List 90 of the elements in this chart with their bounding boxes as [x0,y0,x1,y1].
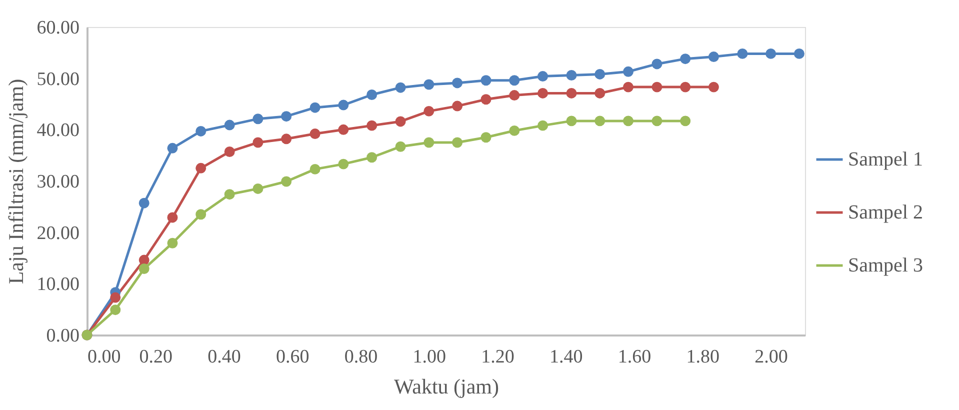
point [594,88,606,98]
point [110,304,121,316]
point [224,189,235,200]
point [424,106,434,116]
point [110,292,121,303]
point [281,176,292,187]
x-tick-label: 0.80 [344,346,378,368]
point [566,116,577,126]
x-tick-label: 1.80 [686,346,720,368]
point [708,82,719,92]
point [196,209,206,220]
point [281,111,292,122]
point [708,52,719,62]
point [338,124,349,135]
x-tick-label: 0.40 [208,346,241,368]
x-tick-label: 2.00 [754,346,788,368]
point [167,142,178,154]
x-tick-label: 0.60 [276,346,310,368]
point [366,120,378,131]
y-axis-title: Laju Infiltrasi (mm/jam) [4,78,28,284]
point [538,88,548,98]
x-axis-title: Waktu (jam) [394,374,500,398]
point [652,82,662,92]
point [680,54,691,64]
y-tick-label: 50.00 [36,68,80,90]
point [766,48,776,59]
point [310,164,320,174]
point [224,146,235,157]
y-tick-label: 10.00 [36,274,80,296]
point [281,134,292,144]
point [622,66,634,77]
point [480,94,492,105]
point [509,125,520,136]
y-tick-label: 40.00 [36,120,80,142]
point [138,264,150,274]
x-tick-label: 1.60 [618,346,652,368]
point [395,82,406,93]
point [138,198,150,208]
point [252,183,264,194]
point [366,90,378,100]
point [538,71,548,82]
point [480,132,492,143]
point [594,116,606,126]
point [566,88,577,98]
point [138,254,150,266]
point [538,120,548,131]
point [395,141,406,152]
point [252,114,264,124]
point [167,212,178,223]
x-tick-label: 1.20 [481,346,514,368]
point [452,78,463,88]
legend-label: Sampel 3 [848,254,923,276]
point [509,90,520,101]
y-tick-label: 60.00 [36,18,80,38]
point [794,48,804,59]
point [338,100,349,110]
legend-label: Sampel 1 [848,148,923,170]
point [452,100,463,112]
point [566,70,577,80]
x-tick-label: 1.00 [412,346,446,368]
x-tick-label: 0.00 [88,346,121,368]
point [366,152,378,163]
point [252,137,264,148]
point [652,116,662,126]
point [310,128,320,140]
point [310,102,320,113]
point [594,68,606,80]
point [395,116,406,127]
legend-label: Sampel 2 [848,202,923,224]
y-tick-label: 30.00 [36,172,80,192]
y-tick-label: 20.00 [36,222,80,244]
point [196,162,206,174]
point [509,75,520,86]
y-tick-label: 0.00 [46,326,80,346]
point [680,82,691,92]
point [196,126,206,136]
point [480,75,492,86]
point [424,79,434,90]
point [622,82,634,92]
point [224,120,235,130]
point [737,48,748,59]
x-tick-label: 1.40 [550,346,583,368]
point [652,58,662,70]
point [680,116,691,126]
point [338,158,349,170]
point [424,137,434,148]
point [622,116,634,126]
point [452,137,463,148]
point [167,238,178,248]
x-tick-label: 0.20 [139,346,173,368]
